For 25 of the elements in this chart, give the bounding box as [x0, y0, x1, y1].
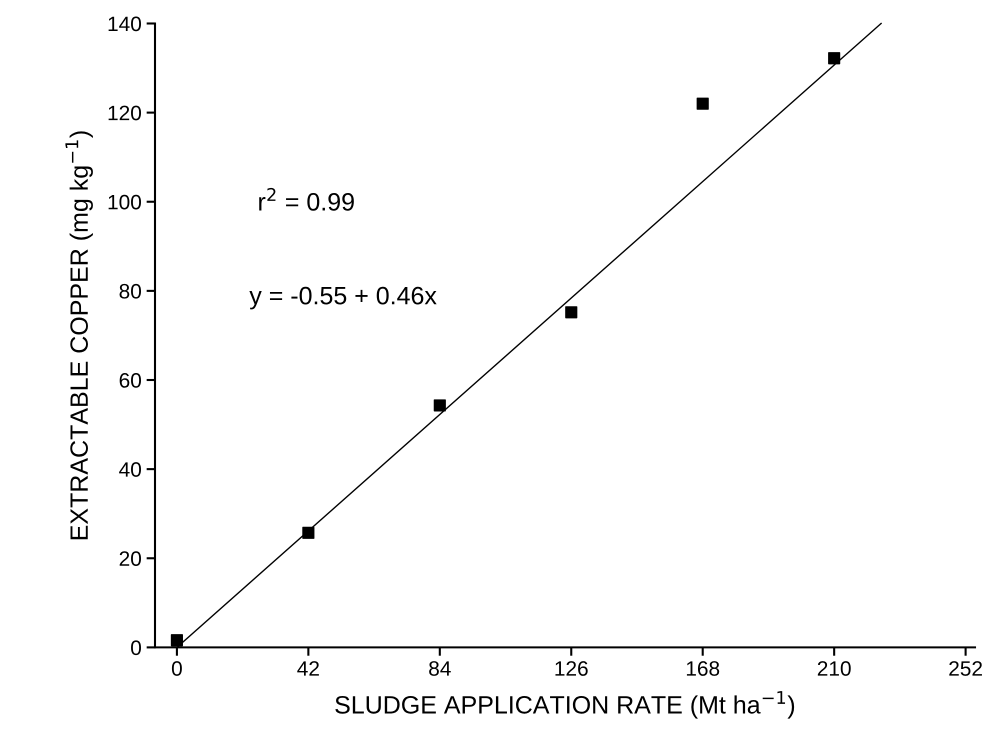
annotation: y = -0.55 + 0.46x — [249, 286, 437, 310]
point — [828, 52, 840, 64]
x-tick-label: 210 — [818, 661, 851, 676]
point — [696, 98, 709, 110]
y-tick-label: 140 — [108, 16, 141, 32]
y-tick-label: 40 — [119, 462, 141, 477]
point — [302, 526, 314, 539]
y-tick-label: 120 — [108, 106, 141, 120]
x-axis-title: SLUDGE APPLICATION RATE (Mt ha$^{−1}$) — [335, 691, 794, 719]
point — [170, 634, 183, 646]
y-tick-label: 60 — [120, 373, 141, 388]
x-tick-label: 0 — [172, 661, 182, 676]
x-tick-label: 42 — [297, 661, 319, 676]
y-axis-title: EXTRACTABLE COPPER (mg kg$^{−1}$) — [65, 131, 93, 540]
x-tick-label: 168 — [686, 661, 720, 676]
x-tick-label: 84 — [429, 661, 451, 676]
point — [434, 399, 446, 412]
annotation: r$^{2}$ = 0.99 — [259, 188, 354, 211]
y-tick-label: 0 — [131, 640, 141, 656]
x-tick-label: 126 — [555, 661, 588, 676]
point — [565, 306, 578, 318]
y-tick-label: 20 — [120, 551, 141, 566]
y-tick-label: 80 — [120, 284, 141, 299]
x-tick-label: 252 — [949, 661, 982, 676]
y-tick-label: 100 — [108, 194, 141, 210]
